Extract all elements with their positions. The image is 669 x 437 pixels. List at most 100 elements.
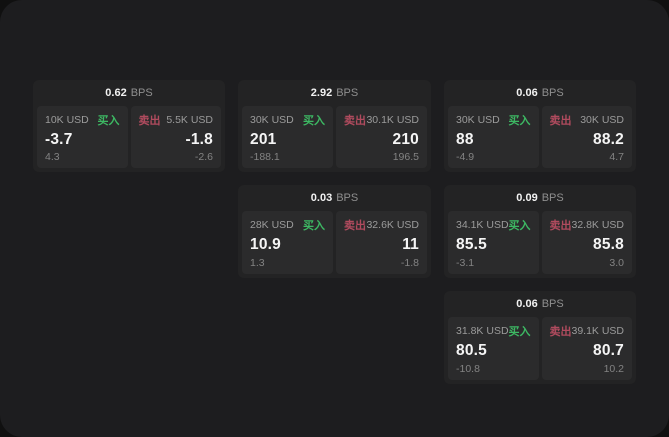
bps-unit-label: BPS: [541, 298, 564, 310]
bps-value: 0.62: [105, 87, 127, 99]
bps-unit-label: BPS: [336, 87, 359, 99]
quote-card: 0.06 BPS 30K USD 买入 88 -4.9 卖出 30K USD 8…: [444, 80, 636, 172]
sell-label: 卖出: [549, 115, 572, 127]
buy-label: 买入: [508, 220, 531, 232]
card-header: 0.03 BPS: [238, 185, 431, 211]
buy-delta: 4.3: [45, 151, 60, 163]
bps-value: 2.92: [310, 87, 333, 99]
sell-price: -1.8: [185, 130, 213, 148]
quote-cards-grid: 0.62 BPS 10K USD 买入 -3.7 4.3 卖出 5.5K USD…: [33, 80, 636, 384]
sell-label: 卖出: [344, 220, 366, 232]
buy-amount: 28K USD: [250, 219, 294, 231]
buy-amount: 10K USD: [45, 114, 89, 126]
sell-amount: 30K USD: [580, 114, 624, 126]
bps-unit-label: BPS: [336, 192, 359, 204]
sell-amount: 30.1K USD: [366, 114, 419, 126]
buy-delta: -4.9: [456, 151, 475, 163]
card-header: 0.06 BPS: [444, 291, 636, 317]
bps-value: 0.09: [516, 192, 538, 204]
sell-top-row: 卖出 32.6K USD: [344, 217, 419, 233]
card-header: 2.92 BPS: [238, 80, 431, 106]
buy-price: 10.9: [250, 236, 281, 253]
card-body: 30K USD 买入 88 -4.9 卖出 30K USD 88.2 4.7: [444, 106, 636, 172]
buy-panel[interactable]: 28K USD 买入 10.9 1.3: [242, 211, 333, 274]
card-header: 0.09 BPS: [444, 185, 636, 211]
buy-price: 80.5: [456, 342, 487, 359]
bps-unit-label: BPS: [130, 87, 153, 99]
buy-top-row: 10K USD 买入: [45, 112, 120, 128]
sell-top-row: 卖出 32.8K USD: [550, 217, 625, 233]
buy-label: 买入: [303, 220, 325, 232]
buy-label: 买入: [97, 115, 120, 127]
sell-amount: 32.6K USD: [366, 219, 419, 231]
buy-panel[interactable]: 31.8K USD 买入 80.5 -10.8: [448, 317, 539, 380]
sell-price: 80.7: [593, 342, 624, 359]
sell-panel[interactable]: 卖出 5.5K USD -1.8 -2.6: [130, 106, 221, 168]
sell-label: 卖出: [549, 326, 572, 338]
sell-panel[interactable]: 卖出 32.8K USD 85.8 3.0: [541, 211, 632, 274]
buy-panel[interactable]: 10K USD 买入 -3.7 4.3: [37, 106, 128, 168]
sell-delta: 10.2: [603, 363, 624, 375]
buy-top-row: 31.8K USD 买入: [456, 323, 531, 339]
quote-card: 0.09 BPS 34.1K USD 买入 85.5 -3.1 卖出 32.8K…: [444, 185, 636, 278]
sell-label: 卖出: [344, 115, 366, 127]
sell-panel[interactable]: 卖出 30K USD 88.2 4.7: [541, 106, 632, 168]
card-header: 0.62 BPS: [33, 80, 225, 106]
buy-panel[interactable]: 34.1K USD 买入 85.5 -3.1: [448, 211, 539, 274]
sell-panel[interactable]: 卖出 39.1K USD 80.7 10.2: [541, 317, 632, 380]
sell-top-row: 卖出 30K USD: [550, 112, 625, 128]
bps-unit-label: BPS: [541, 192, 564, 204]
buy-top-row: 30K USD 买入: [456, 112, 531, 128]
buy-price: 201: [250, 130, 277, 148]
sell-price: 210: [392, 130, 419, 148]
sell-delta: 196.5: [392, 151, 419, 163]
quote-card: 0.06 BPS 31.8K USD 买入 80.5 -10.8 卖出 39.1…: [444, 291, 636, 384]
sell-amount: 39.1K USD: [571, 325, 625, 337]
sell-panel[interactable]: 卖出 32.6K USD 11 -1.8: [336, 211, 427, 274]
sell-top-row: 卖出 5.5K USD: [139, 112, 214, 128]
bps-value: 0.03: [310, 192, 333, 204]
sell-amount: 32.8K USD: [571, 219, 625, 231]
sell-delta: -1.8: [400, 257, 419, 269]
sell-amount: 5.5K USD: [166, 114, 213, 126]
card-header: 0.06 BPS: [444, 80, 636, 106]
quote-card: 2.92 BPS 30K USD 买入 201 -188.1 卖出 30.1K …: [238, 80, 431, 172]
quote-card: 0.62 BPS 10K USD 买入 -3.7 4.3 卖出 5.5K USD…: [33, 80, 225, 172]
sell-price: 85.8: [593, 236, 624, 253]
sell-delta: -2.6: [194, 151, 213, 163]
buy-amount: 30K USD: [456, 114, 500, 126]
buy-label: 买入: [508, 115, 531, 127]
card-body: 10K USD 买入 -3.7 4.3 卖出 5.5K USD -1.8 -2.…: [33, 106, 225, 172]
buy-top-row: 30K USD 买入: [250, 112, 325, 128]
sell-panel[interactable]: 卖出 30.1K USD 210 196.5: [336, 106, 427, 168]
sell-delta: 3.0: [609, 257, 624, 269]
buy-price: 88: [456, 130, 474, 148]
card-body: 31.8K USD 买入 80.5 -10.8 卖出 39.1K USD 80.…: [444, 317, 636, 384]
sell-price: 88.2: [593, 130, 624, 148]
buy-delta: -3.1: [456, 257, 475, 269]
bps-value: 0.06: [516, 298, 538, 310]
sell-price: 11: [402, 236, 419, 253]
card-body: 34.1K USD 买入 85.5 -3.1 卖出 32.8K USD 85.8…: [444, 211, 636, 278]
buy-label: 买入: [303, 115, 325, 127]
sell-label: 卖出: [549, 220, 572, 232]
buy-delta: -188.1: [250, 151, 280, 163]
buy-delta: -10.8: [456, 363, 480, 375]
sell-top-row: 卖出 30.1K USD: [344, 112, 419, 128]
buy-price: 85.5: [456, 236, 487, 253]
buy-delta: 1.3: [250, 257, 265, 269]
sell-label: 卖出: [138, 115, 161, 127]
card-body: 28K USD 买入 10.9 1.3 卖出 32.6K USD 11 -1.8: [238, 211, 431, 278]
quote-card: 0.03 BPS 28K USD 买入 10.9 1.3 卖出 32.6K US…: [238, 185, 431, 278]
sell-delta: 4.7: [609, 151, 624, 163]
buy-amount: 34.1K USD: [456, 219, 509, 231]
buy-amount: 31.8K USD: [456, 325, 509, 337]
buy-top-row: 28K USD 买入: [250, 217, 325, 233]
bps-unit-label: BPS: [541, 87, 564, 99]
buy-label: 买入: [508, 326, 531, 338]
buy-panel[interactable]: 30K USD 买入 88 -4.9: [448, 106, 539, 168]
buy-panel[interactable]: 30K USD 买入 201 -188.1: [242, 106, 333, 168]
buy-amount: 30K USD: [250, 114, 294, 126]
card-body: 30K USD 买入 201 -188.1 卖出 30.1K USD 210 1…: [238, 106, 431, 172]
